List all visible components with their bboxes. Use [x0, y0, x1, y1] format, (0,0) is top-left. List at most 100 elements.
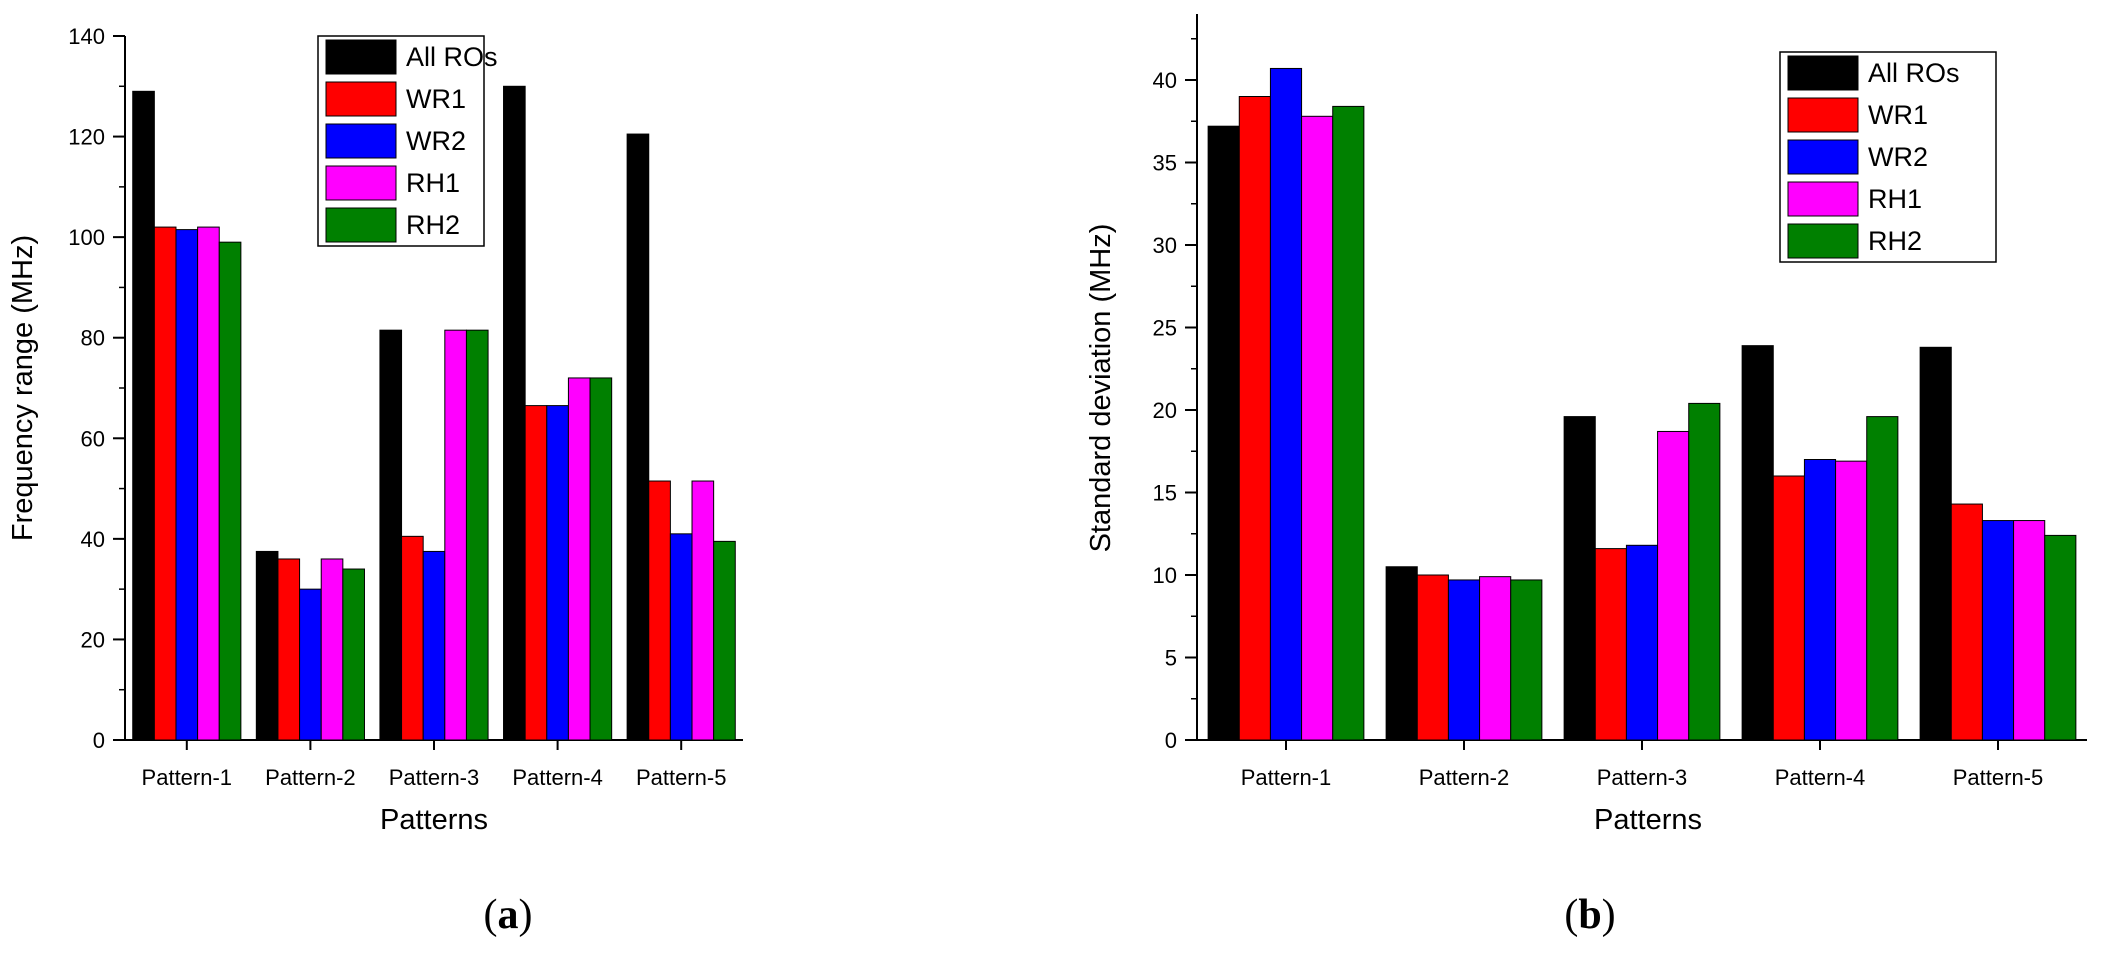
bar-all-ros-pattern-2	[1385, 566, 1418, 741]
x-tick-label: Pattern-5	[1953, 765, 2044, 790]
bar-rh2-pattern-1	[1332, 105, 1365, 741]
panel-label-paren: )	[519, 892, 533, 938]
y-axis-title: Frequency range (MHz)	[7, 235, 39, 541]
legend-swatch	[325, 81, 397, 117]
bar-wr2-pattern-3	[422, 550, 446, 741]
bar-all-ros-pattern-5	[1919, 346, 1952, 741]
bar-wr1-pattern-1	[153, 226, 177, 741]
y-tick-label: 35	[1153, 151, 1177, 176]
y-tick-label: 40	[1153, 68, 1177, 93]
bar-rh2-pattern-5	[2044, 534, 2077, 741]
bar-rh1-pattern-4	[567, 377, 591, 741]
bar-wr2-pattern-1	[175, 229, 199, 741]
legend-swatch	[1787, 97, 1859, 133]
legend-swatch	[325, 165, 397, 201]
legend-swatch	[325, 207, 397, 243]
legend-label: RH2	[406, 210, 460, 240]
panel-label: (b)	[1564, 892, 1615, 938]
bar-wr1-pattern-4	[1772, 475, 1805, 741]
bar-all-ros-pattern-2	[255, 550, 279, 741]
y-tick-label: 40	[81, 527, 105, 552]
x-tick-label: Pattern-1	[142, 765, 233, 790]
legend-label: RH2	[1868, 226, 1922, 256]
y-tick-label: 10	[1153, 563, 1177, 588]
bar-wr1-pattern-3	[401, 535, 424, 741]
y-tick-label: 100	[68, 225, 105, 250]
bar-rh1-pattern-2	[1479, 576, 1512, 741]
x-tick-label: Pattern-3	[389, 765, 480, 790]
bar-wr1-pattern-1	[1238, 96, 1271, 741]
legend-label: All ROs	[1868, 58, 1960, 88]
x-axis-title: Patterns	[380, 804, 488, 836]
x-tick-label: Pattern-5	[636, 765, 727, 790]
x-axis-title: Patterns	[1594, 804, 1702, 836]
x-tick-label: Pattern-4	[1775, 765, 1866, 790]
bar-wr2-pattern-1	[1269, 67, 1303, 741]
bar-wr1-pattern-3	[1594, 548, 1627, 741]
legend-label: WR1	[1868, 100, 1928, 130]
bar-wr2-pattern-4	[546, 405, 569, 741]
y-tick-label: 120	[68, 125, 105, 150]
legend-label: WR1	[406, 84, 466, 114]
legend-swatch	[1787, 181, 1859, 217]
bar-all-ros-pattern-3	[379, 329, 403, 741]
x-tick-label: Pattern-2	[1419, 765, 1510, 790]
y-tick-label: 15	[1153, 481, 1177, 506]
y-tick-label: 0	[93, 728, 105, 753]
legend-swatch	[1787, 55, 1859, 91]
panel-label-paren: (	[1564, 892, 1578, 938]
y-tick-label: 0	[1165, 728, 1177, 753]
bar-wr1-pattern-2	[277, 558, 301, 741]
panel-b-standard-deviation-chart: 0 5 10 15 20 25 30 35 40 Pattern-1 Pattern-2 Patter…	[1085, 14, 2087, 938]
bar-wr2-pattern-2	[1447, 579, 1481, 741]
bar-rh2-pattern-2	[1510, 579, 1543, 741]
y-tick-label: 80	[81, 326, 105, 351]
y-tick-label: 5	[1165, 646, 1177, 671]
panel-label-paren: )	[1602, 892, 1616, 938]
x-tick-label: Pattern-2	[265, 765, 356, 790]
legend-label: RH1	[1868, 184, 1922, 214]
panel-a-frequency-range-chart: 0 20 40 60 80 100 120 140 Pattern-1 Pattern-2 Patt…	[7, 24, 743, 938]
bar-all-ros-pattern-1	[132, 90, 155, 741]
bar-all-ros-pattern-5	[626, 133, 650, 741]
y-tick-label: 140	[68, 24, 105, 49]
bar-rh2-pattern-5	[713, 540, 736, 741]
bar-wr2-pattern-5	[1981, 520, 2015, 741]
bar-rh1-pattern-3	[1657, 430, 1690, 741]
bar-wr2-pattern-2	[299, 588, 322, 741]
panel-label-letter: b	[1578, 892, 1601, 938]
y-axis-title: Standard deviation (MHz)	[1085, 224, 1117, 553]
bar-wr1-pattern-5	[1950, 503, 1983, 741]
bar-rh2-pattern-4	[1866, 416, 1899, 741]
bar-wr2-pattern-4	[1803, 459, 1837, 741]
bar-wr1-pattern-4	[524, 405, 548, 741]
x-tick-label: Pattern-1	[1241, 765, 1332, 790]
y-tick-label: 25	[1153, 316, 1177, 341]
panel-label: (a)	[484, 892, 533, 938]
bar-all-ros-pattern-4	[503, 85, 526, 741]
bar-all-ros-pattern-1	[1207, 125, 1240, 741]
bar-rh2-pattern-1	[218, 241, 242, 741]
y-tick-label: 30	[1153, 233, 1177, 258]
bar-wr2-pattern-5	[669, 533, 693, 741]
legend-label: WR2	[406, 126, 466, 156]
bar-rh1-pattern-1	[197, 226, 220, 741]
bar-rh1-pattern-5	[691, 480, 715, 741]
bar-rh1-pattern-1	[1301, 115, 1334, 741]
bar-rh2-pattern-2	[342, 568, 365, 741]
legend-swatch	[325, 123, 397, 159]
panel-label-paren: (	[484, 892, 498, 938]
bar-all-ros-pattern-4	[1741, 345, 1774, 741]
x-tick-label: Pattern-4	[512, 765, 603, 790]
legend-label: All ROs	[406, 42, 498, 72]
x-tick-label: Pattern-3	[1597, 765, 1688, 790]
panel-label-letter: a	[498, 892, 519, 938]
y-tick-label: 60	[81, 426, 105, 451]
bar-wr2-pattern-3	[1625, 544, 1659, 741]
bar-rh2-pattern-3	[465, 329, 489, 741]
bar-rh1-pattern-3	[444, 329, 467, 741]
y-tick-label: 20	[1153, 398, 1177, 423]
bar-rh2-pattern-4	[589, 377, 613, 741]
legend-swatch	[1787, 223, 1859, 259]
legend-label: WR2	[1868, 142, 1928, 172]
